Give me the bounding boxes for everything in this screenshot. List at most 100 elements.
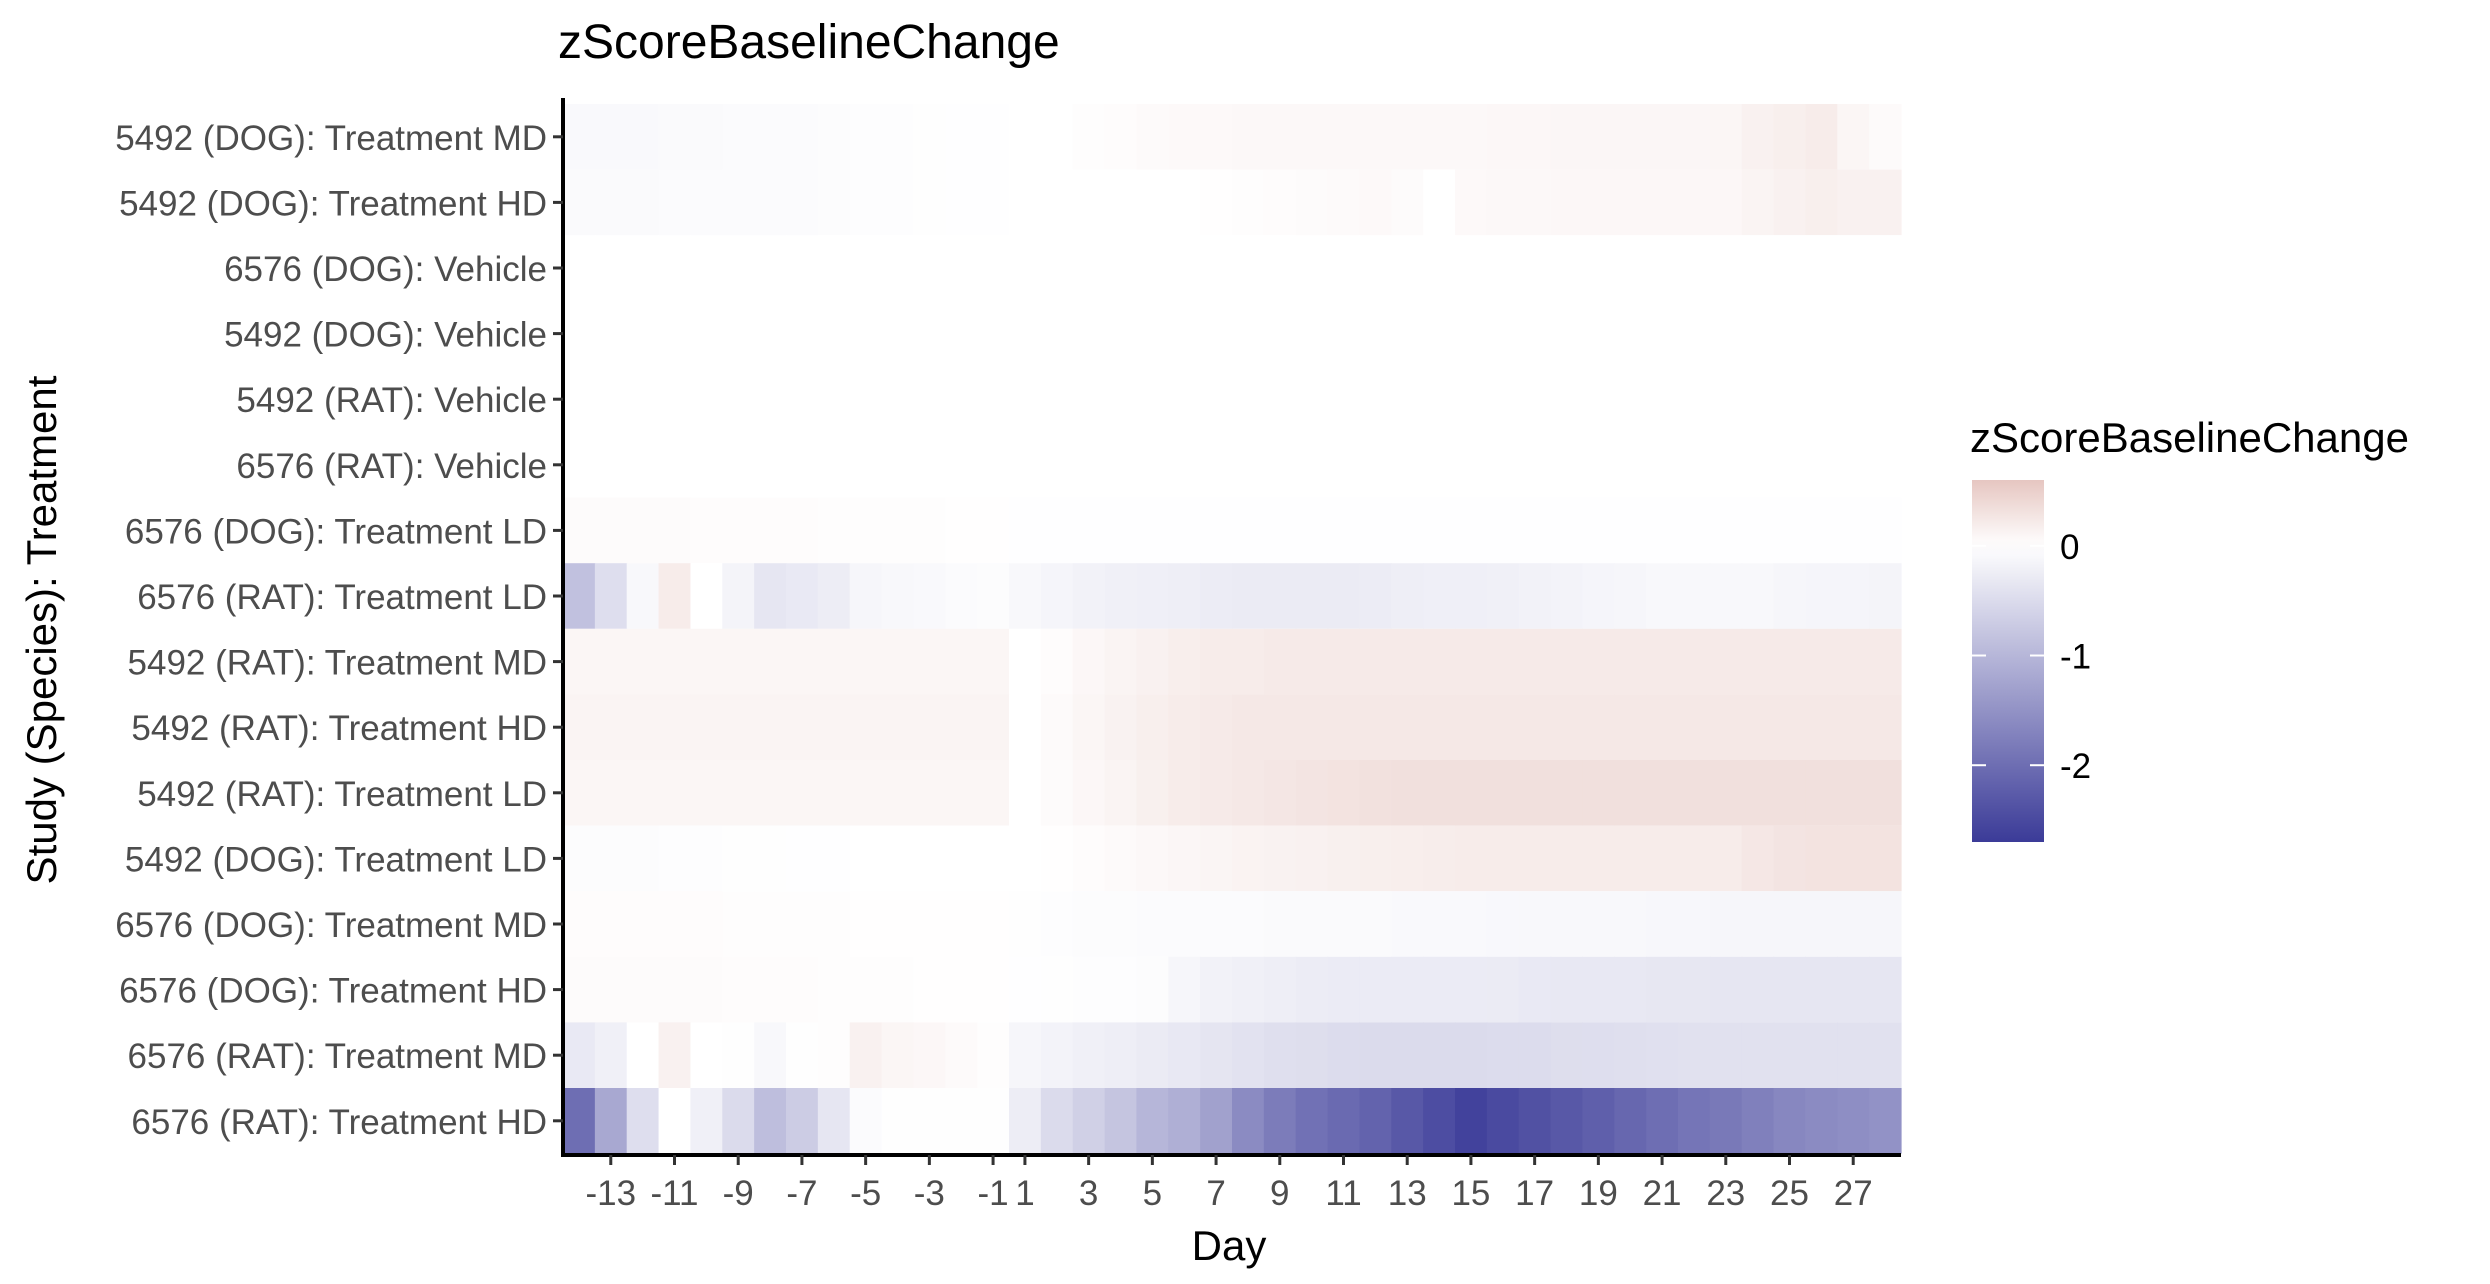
heatmap-cell — [754, 432, 787, 498]
heatmap-cell — [1200, 825, 1233, 892]
heatmap-cell — [626, 694, 660, 760]
heatmap-cell — [1455, 563, 1488, 629]
heatmap-cell — [1455, 104, 1488, 170]
heatmap-cell — [594, 825, 628, 892]
heatmap-cell — [977, 628, 1010, 695]
heatmap-cell — [977, 825, 1010, 892]
heatmap-cell — [913, 563, 946, 629]
heatmap-cell — [1709, 169, 1743, 236]
heatmap-cell — [1040, 891, 1074, 957]
heatmap-cell — [1646, 497, 1679, 564]
heatmap-cell — [1582, 432, 1615, 498]
heatmap-cell — [563, 300, 596, 367]
heatmap-cell — [913, 169, 946, 236]
heatmap-cell — [1678, 694, 1711, 760]
heatmap-cell — [1200, 300, 1233, 367]
heatmap-cell — [1773, 432, 1807, 498]
heatmap-cell — [1741, 760, 1775, 826]
heatmap-cell — [1009, 169, 1042, 236]
heatmap-cell — [1359, 825, 1392, 892]
heatmap-cell — [1486, 563, 1520, 629]
heatmap-cell — [1423, 760, 1456, 826]
heatmap-cell — [1773, 694, 1807, 760]
heatmap-cell — [913, 628, 946, 695]
heatmap-cell — [1869, 956, 1902, 1023]
heatmap-cell — [1104, 825, 1138, 892]
heatmap-cell — [1359, 891, 1392, 957]
heatmap-cell — [1773, 1088, 1807, 1154]
heatmap-cell — [1295, 1022, 1329, 1088]
heatmap-cell — [1455, 1088, 1488, 1154]
y-tick-label: 5492 (RAT): Treatment LD — [137, 775, 547, 814]
heatmap-cell — [786, 235, 819, 301]
heatmap-cell — [1741, 366, 1775, 432]
heatmap-cell — [1359, 956, 1392, 1023]
heatmap-cell — [881, 760, 915, 826]
chart-title: zScoreBaselineChange — [558, 16, 1060, 69]
heatmap-cell — [817, 235, 851, 301]
x-tick-label: 3 — [1079, 1174, 1098, 1213]
heatmap-cell — [1423, 825, 1456, 892]
legend-color-bar — [1972, 480, 2044, 842]
heatmap-cell — [1359, 235, 1392, 301]
heatmap-cell — [849, 432, 883, 498]
heatmap-cell — [1391, 694, 1424, 760]
heatmap-cell — [754, 104, 787, 170]
heatmap-cell — [754, 497, 787, 564]
heatmap-cell — [563, 956, 596, 1023]
heatmap-cell — [1837, 1088, 1870, 1154]
heatmap-cell — [1040, 169, 1074, 236]
heatmap-cell — [658, 169, 692, 236]
heatmap-cell — [945, 825, 978, 892]
heatmap-cell — [1136, 628, 1169, 695]
heatmap-cell — [690, 169, 723, 236]
heatmap-cell — [594, 628, 628, 695]
heatmap-cell — [1200, 1088, 1233, 1154]
heatmap-cell — [1646, 563, 1679, 629]
heatmap-cell — [913, 891, 946, 957]
heatmap-cell — [913, 1022, 946, 1088]
heatmap-cell — [1104, 1022, 1138, 1088]
heatmap-cell — [1136, 169, 1169, 236]
heatmap-cell — [1455, 497, 1488, 564]
heatmap-cell — [690, 235, 723, 301]
heatmap-cell — [754, 956, 787, 1023]
heatmap-cell — [1646, 104, 1679, 170]
heatmap-cell — [658, 825, 692, 892]
heatmap-cell — [1805, 1088, 1838, 1154]
heatmap-cell — [1009, 432, 1042, 498]
heatmap-cell — [786, 891, 819, 957]
heatmap-cell — [1295, 760, 1329, 826]
heatmap-cell — [1263, 1088, 1297, 1154]
heatmap-cell — [563, 497, 596, 564]
x-tick-label: 9 — [1270, 1174, 1289, 1213]
heatmap-cell — [1709, 891, 1743, 957]
heatmap-cell — [1327, 104, 1361, 170]
heatmap-cell — [849, 1022, 883, 1088]
heatmap-cell — [1805, 760, 1838, 826]
heatmap-cell — [690, 891, 723, 957]
heatmap-cell — [754, 563, 787, 629]
heatmap-cell — [1359, 366, 1392, 432]
heatmap-cell — [1455, 300, 1488, 367]
heatmap-cell — [1295, 104, 1329, 170]
heatmap-cell — [1200, 366, 1233, 432]
heatmap-cell — [1359, 1022, 1392, 1088]
heatmap-cell — [1550, 104, 1584, 170]
heatmap-cell — [945, 891, 978, 957]
heatmap-cell — [1359, 104, 1392, 170]
heatmap-cell — [1327, 891, 1361, 957]
heatmap-cell — [817, 1022, 851, 1088]
heatmap-cell — [1136, 825, 1169, 892]
heatmap-cell — [1614, 956, 1647, 1023]
heatmap-cell — [754, 169, 787, 236]
heatmap-cell — [1423, 300, 1456, 367]
y-axis: 5492 (DOG): Treatment MD 5492 (DOG): Trea… — [115, 98, 565, 1155]
heatmap-cell — [722, 1088, 755, 1154]
heatmap-cell — [786, 760, 819, 826]
heatmap-cell — [1869, 760, 1902, 826]
heatmap-cell — [945, 300, 978, 367]
heatmap-cell — [690, 956, 723, 1023]
heatmap-cell — [1741, 956, 1775, 1023]
heatmap-cell — [1295, 628, 1329, 695]
